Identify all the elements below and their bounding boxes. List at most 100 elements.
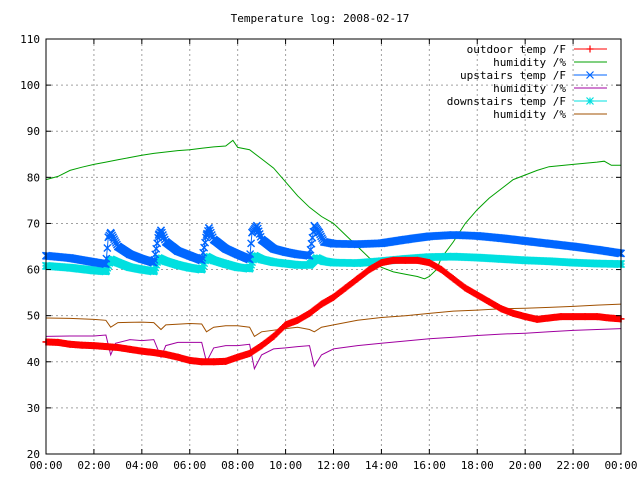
data-point bbox=[270, 332, 278, 340]
data-point bbox=[89, 266, 98, 275]
data-point bbox=[329, 258, 338, 267]
data-point bbox=[102, 343, 110, 351]
data-point bbox=[258, 342, 266, 350]
data-point bbox=[509, 309, 517, 317]
data-point bbox=[389, 256, 397, 264]
y-tick-label: 90 bbox=[27, 125, 40, 138]
legend-marker bbox=[586, 45, 594, 53]
data-point bbox=[154, 254, 163, 263]
data-point bbox=[137, 265, 146, 274]
data-point bbox=[319, 257, 328, 266]
data-point bbox=[221, 244, 230, 253]
series-3 bbox=[45, 328, 622, 371]
data-point bbox=[473, 291, 481, 299]
data-point bbox=[66, 340, 74, 348]
data-point bbox=[449, 230, 458, 239]
data-point bbox=[425, 232, 434, 241]
x-tick-label: 00:00 bbox=[29, 459, 62, 472]
series-line bbox=[45, 303, 622, 338]
y-tick-label: 40 bbox=[27, 356, 40, 369]
axis-ticks: 00:00 02:00 04:00 06:00 08:00 10:00 12:00 14:00… bbox=[20, 33, 637, 472]
x-tick-label: 08:00 bbox=[221, 459, 254, 472]
data-point bbox=[497, 254, 506, 263]
series-2 bbox=[42, 221, 625, 269]
data-point bbox=[106, 228, 115, 237]
legend-label: humidity /% bbox=[493, 56, 566, 69]
data-point bbox=[521, 256, 530, 265]
data-point bbox=[485, 298, 493, 306]
series-0 bbox=[42, 256, 625, 366]
data-point bbox=[202, 230, 211, 239]
x-tick-label: 12:00 bbox=[317, 459, 350, 472]
data-point bbox=[545, 257, 554, 266]
data-point bbox=[210, 358, 218, 366]
data-point bbox=[569, 258, 578, 267]
data-point bbox=[306, 309, 314, 317]
data-point bbox=[101, 267, 110, 276]
data-point bbox=[473, 231, 482, 240]
y-tick-label: 60 bbox=[27, 264, 40, 277]
data-point bbox=[593, 245, 602, 254]
data-point bbox=[521, 313, 529, 321]
data-point bbox=[257, 235, 266, 244]
data-point bbox=[248, 228, 257, 237]
legend-marker bbox=[586, 71, 594, 79]
y-tick-label: 80 bbox=[27, 171, 40, 184]
x-tick-label: 10:00 bbox=[269, 459, 302, 472]
data-point bbox=[65, 263, 74, 272]
data-point bbox=[461, 284, 469, 292]
legend-label: upstairs temp /F bbox=[460, 69, 566, 82]
data-point bbox=[234, 353, 242, 361]
x-tick-label: 16:00 bbox=[413, 459, 446, 472]
data-point bbox=[533, 315, 541, 323]
legend-label: humidity /% bbox=[493, 108, 566, 121]
data-point bbox=[197, 256, 206, 265]
data-point bbox=[294, 316, 302, 324]
data-point bbox=[113, 242, 122, 251]
data-point bbox=[126, 345, 134, 353]
data-point bbox=[245, 255, 254, 264]
data-point bbox=[377, 239, 386, 248]
data-point bbox=[497, 234, 506, 243]
data-point bbox=[138, 347, 146, 355]
data-point bbox=[353, 275, 361, 283]
data-point bbox=[557, 313, 565, 321]
data-point bbox=[161, 237, 170, 246]
data-point bbox=[114, 343, 122, 351]
series-1 bbox=[45, 139, 621, 280]
series-line bbox=[45, 328, 622, 371]
data-point bbox=[222, 357, 230, 365]
data-point bbox=[137, 254, 146, 263]
x-tick-label: 18:00 bbox=[461, 459, 494, 472]
data-point bbox=[106, 255, 115, 264]
legend-label: humidity /% bbox=[493, 82, 566, 95]
data-point bbox=[173, 260, 182, 269]
data-point bbox=[593, 259, 602, 268]
data-point bbox=[202, 252, 211, 261]
data-point bbox=[245, 264, 254, 273]
chart-title: Temperature log: 2008-02-17 bbox=[231, 12, 410, 25]
y-tick-label: 100 bbox=[20, 79, 40, 92]
data-point bbox=[252, 221, 261, 230]
data-point bbox=[125, 250, 134, 259]
data-point bbox=[605, 314, 613, 322]
x-tick-label: 22:00 bbox=[557, 459, 590, 472]
data-point bbox=[293, 260, 302, 269]
data-point bbox=[569, 313, 577, 321]
data-point bbox=[401, 235, 410, 244]
data-point bbox=[581, 313, 589, 321]
data-point bbox=[174, 353, 182, 361]
data-point bbox=[401, 256, 409, 264]
data-point bbox=[157, 226, 165, 235]
data-point bbox=[90, 342, 98, 350]
data-point bbox=[365, 266, 373, 274]
data-point bbox=[449, 252, 458, 261]
data-point bbox=[312, 254, 321, 263]
data-point bbox=[353, 259, 362, 268]
data-point bbox=[497, 305, 505, 313]
data-point bbox=[197, 265, 206, 274]
data-point bbox=[318, 300, 326, 308]
data-point bbox=[315, 228, 324, 237]
data-point bbox=[269, 258, 278, 267]
